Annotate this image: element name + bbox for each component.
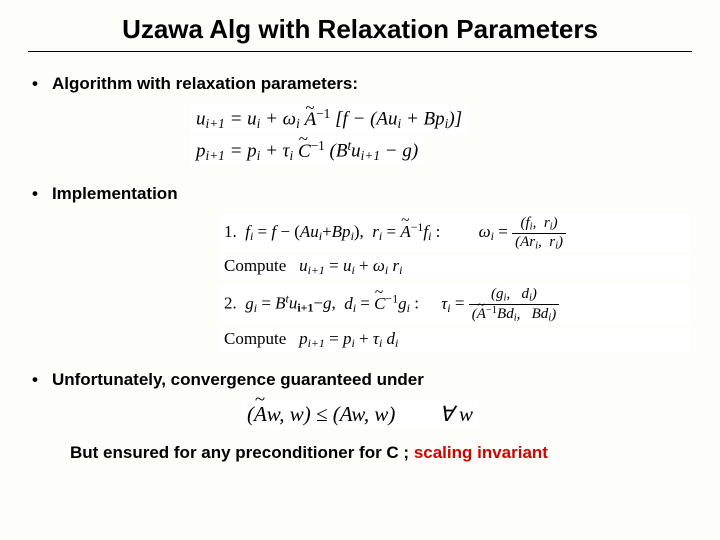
page-title: Uzawa Alg with Relaxation Parameters xyxy=(0,0,720,51)
equation-u-update: ui+1 = ui + ωi A−1 [f − (Aui + Bpi)] xyxy=(190,104,690,134)
bullet-convergence: • Unfortunately, convergence guaranteed … xyxy=(30,370,690,390)
followup-red: scaling invariant xyxy=(414,443,548,462)
impl-step-2: 2. gi = Btui+1−g, di = C−1gi : τi = (gi,… xyxy=(220,285,690,325)
followup-line: But ensured for any preconditioner for C… xyxy=(70,443,690,463)
implementation-steps: 1. fi = f − (Aui+Bpi), ri = A−1fi : ωi =… xyxy=(220,214,690,352)
content-area: • Algorithm with relaxation parameters: … xyxy=(0,52,720,463)
impl-compute-1: Compute ui+1 = ui + ωi ri xyxy=(220,255,690,279)
convergence-condition: (Aw, w) ≤ (Aw, w)∀ w xyxy=(30,400,690,429)
bullet-text: Implementation xyxy=(52,184,178,204)
bullet-dot: • xyxy=(32,370,38,390)
bullet-dot: • xyxy=(32,74,38,94)
impl-compute-2: Compute pi+1 = pi + τi di xyxy=(220,328,690,352)
bullet-algorithm: • Algorithm with relaxation parameters: xyxy=(30,74,690,94)
bullet-text: Unfortunately, convergence guaranteed un… xyxy=(52,370,424,390)
bullet-implementation: • Implementation xyxy=(30,184,690,204)
bullet-dot: • xyxy=(32,184,38,204)
bullet-text: Algorithm with relaxation parameters: xyxy=(52,74,358,94)
equation-p-update: pi+1 = pi + τi C−1 (Btui+1 − g) xyxy=(190,136,690,166)
impl-step-1: 1. fi = f − (Aui+Bpi), ri = A−1fi : ωi =… xyxy=(220,214,690,252)
followup-pre: But ensured for any preconditioner for C… xyxy=(70,443,414,462)
